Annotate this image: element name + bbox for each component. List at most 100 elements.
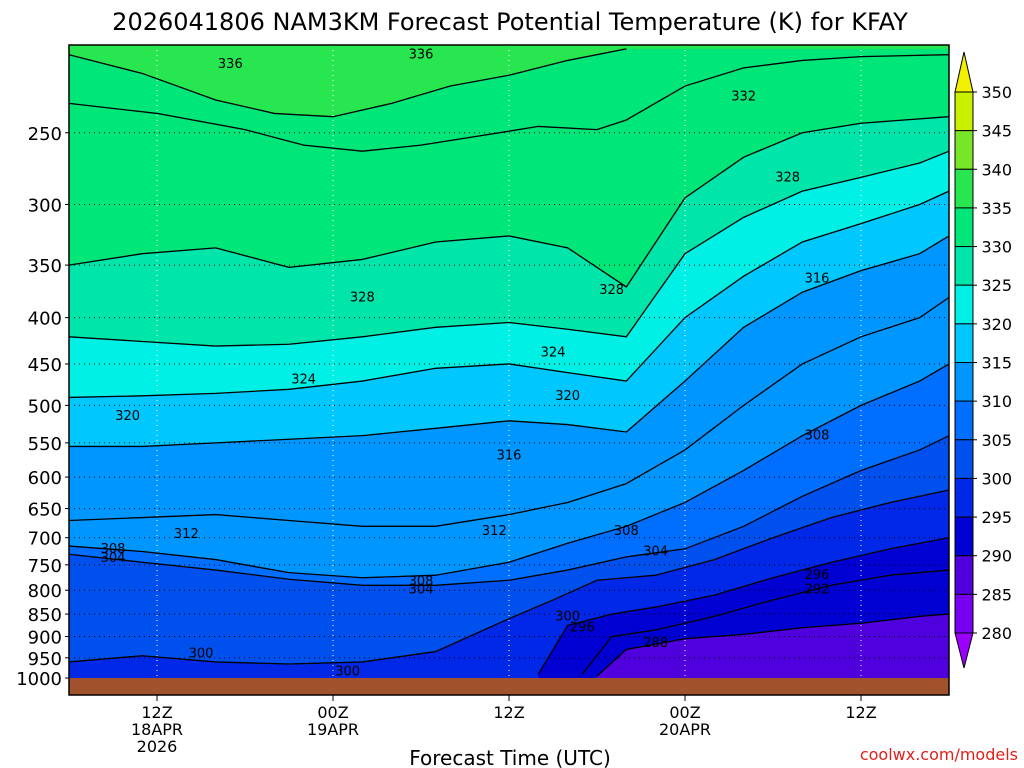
y-tick-label: 350: [28, 256, 62, 277]
contour-316: [69, 235, 949, 448]
contour-label: 296: [805, 568, 830, 583]
colorbar-segment: [954, 362, 974, 402]
contour-308: [69, 363, 949, 579]
y-tick-label: 650: [28, 500, 62, 521]
contour-332: [69, 54, 949, 152]
y-tick-label: 900: [28, 628, 62, 649]
contour-label: 324: [291, 372, 316, 387]
contour-label: 336: [218, 57, 243, 72]
contour-label: 328: [775, 170, 800, 185]
contour-lines: [69, 48, 949, 677]
y-tick-label: 450: [28, 355, 62, 376]
x-tick-label: 12Z: [493, 703, 524, 722]
y-axis: 2503003504004505005506006507007508008509…: [16, 124, 69, 690]
contour-label: 304: [643, 545, 668, 560]
colorbar-segment: [954, 168, 974, 209]
contour-label: 300: [189, 647, 214, 662]
filled-bands: [69, 48, 949, 678]
contour-label: 308: [101, 542, 126, 557]
colorbar-label: 335: [981, 199, 1012, 218]
colorbar-label: 295: [981, 508, 1012, 527]
x-tick-label: 00Z: [669, 703, 700, 722]
contour-288: [596, 613, 949, 677]
contour-292: [581, 569, 949, 675]
contour-328: [69, 116, 949, 288]
contour-label: 308: [805, 429, 830, 444]
contour-320: [69, 190, 949, 399]
y-tick-label: 1000: [16, 669, 62, 690]
colorbar-segment: [954, 516, 974, 557]
y-tick-label: 750: [28, 556, 62, 577]
contour-label: 300: [335, 664, 360, 679]
gridlines: [69, 45, 949, 678]
colorbar-label: 315: [981, 354, 1012, 373]
colorbar-label: 330: [981, 238, 1012, 257]
colorbar-bottom-arrow: [954, 632, 974, 669]
colorbar-segment: [954, 284, 974, 325]
contour-label: 304: [409, 582, 434, 597]
colorbar-label: 350: [981, 83, 1012, 102]
contour-336: [69, 48, 627, 118]
colorbar-label: 340: [981, 160, 1012, 179]
colorbar-segment: [954, 246, 974, 286]
contour-324: [69, 150, 949, 347]
contour-label: 316: [805, 271, 830, 286]
y-tick-label: 550: [28, 434, 62, 455]
colorbar-top-arrow: [954, 51, 974, 93]
x-tick-label: 2026: [137, 737, 178, 756]
x-tick-label: 12Z: [141, 703, 172, 722]
contour-label: 308: [614, 524, 639, 539]
contour-300: [69, 489, 949, 665]
contour-label: 304: [101, 551, 126, 566]
x-tick-label: 19APR: [307, 720, 359, 739]
colorbar-label: 325: [981, 276, 1012, 295]
x-tick-label: 18APR: [131, 720, 183, 739]
contour-label: 308: [409, 574, 434, 589]
contour-304: [69, 435, 949, 586]
colorbar-label: 345: [981, 122, 1012, 141]
contour-label: 320: [115, 409, 140, 424]
credit-text: coolwx.com/models: [860, 745, 1018, 764]
y-tick-label: 700: [28, 529, 62, 550]
ground-strip: [69, 678, 949, 695]
contour-label: 324: [541, 345, 566, 360]
x-tick-label: 20APR: [659, 720, 711, 739]
contour-312: [69, 296, 949, 527]
colorbar-segment: [954, 323, 974, 364]
contour-label: 312: [482, 524, 507, 539]
colorbar-label: 305: [981, 431, 1012, 450]
colorbar-segment: [954, 130, 974, 170]
contour-label: 336: [409, 48, 434, 63]
colorbar-label: 320: [981, 315, 1012, 334]
colorbar-label: 280: [981, 624, 1012, 643]
contour-296: [537, 537, 949, 675]
colorbar-segment: [954, 91, 974, 132]
contour-label: 328: [350, 290, 375, 305]
contour-label: 292: [805, 582, 830, 597]
y-tick-label: 300: [28, 195, 62, 216]
contour-label: 300: [555, 609, 580, 624]
colorbar-segment: [954, 439, 974, 479]
contour-label: 316: [497, 449, 522, 464]
y-tick-label: 600: [28, 468, 62, 489]
y-tick-label: 800: [28, 581, 62, 602]
colorbar-label: 310: [981, 392, 1012, 411]
colorbar-segment: [954, 207, 974, 248]
colorbar-segment: [954, 477, 974, 518]
contour-label: 332: [731, 90, 756, 105]
contour-label: 312: [174, 527, 199, 542]
contour-label: 320: [555, 389, 580, 404]
y-tick-label: 850: [28, 605, 62, 626]
contour-label: 296: [570, 621, 595, 636]
colorbar-label: 290: [981, 547, 1012, 566]
x-tick-label: 00Z: [317, 703, 348, 722]
y-tick-label: 400: [28, 309, 62, 330]
y-tick-label: 250: [28, 124, 62, 145]
colorbar-label: 300: [981, 469, 1012, 488]
x-tick-label: 12Z: [845, 703, 876, 722]
contour-label: 288: [643, 636, 668, 651]
y-tick-label: 950: [28, 649, 62, 670]
y-tick-label: 500: [28, 396, 62, 417]
